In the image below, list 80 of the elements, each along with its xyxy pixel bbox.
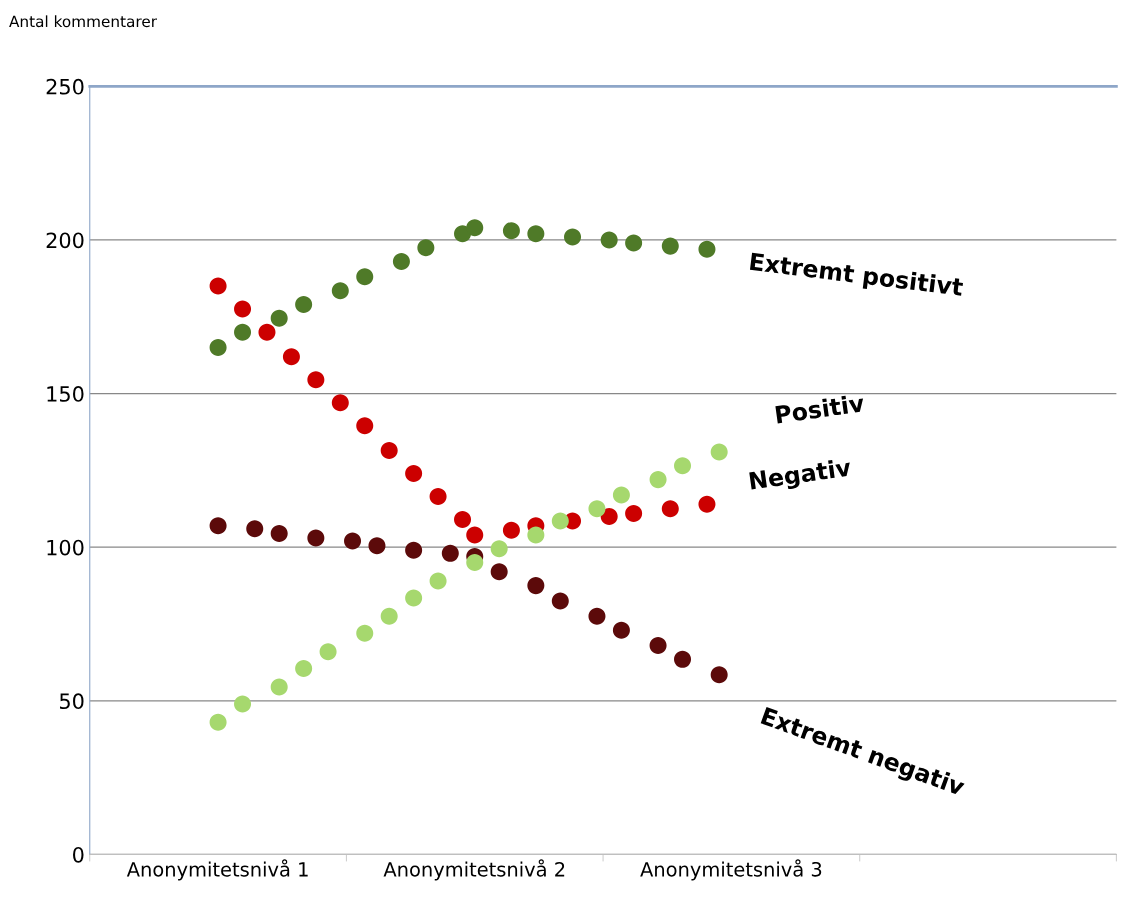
- point: [429, 572, 447, 590]
- point: [356, 268, 374, 286]
- point: [674, 457, 692, 475]
- point: [710, 443, 728, 461]
- point: [295, 660, 313, 678]
- point: [331, 394, 349, 412]
- point: [405, 464, 423, 482]
- point: [209, 517, 227, 535]
- point: [356, 624, 374, 642]
- point: [466, 219, 484, 237]
- point: [625, 504, 643, 522]
- point: [234, 300, 252, 318]
- point: [356, 417, 374, 435]
- point: [600, 507, 618, 525]
- point: [380, 607, 398, 625]
- x-tick-label: Anonymitetsnivå 3: [640, 859, 822, 881]
- point: [441, 544, 459, 562]
- point: [588, 500, 606, 518]
- point: [282, 348, 300, 366]
- y-tick-label: 100: [47, 539, 84, 556]
- point: [295, 295, 313, 313]
- point: [209, 713, 227, 731]
- point: [490, 563, 508, 581]
- point: [698, 240, 716, 258]
- point: [490, 540, 508, 558]
- point: [649, 637, 667, 655]
- point: [612, 486, 630, 504]
- point: [551, 592, 569, 610]
- point: [661, 237, 679, 255]
- point: [674, 650, 692, 668]
- point: [234, 323, 252, 341]
- point: [417, 239, 435, 257]
- text: Extremt positivt: [749, 252, 964, 301]
- text: Negativ: [749, 457, 853, 495]
- point: [466, 554, 484, 572]
- point: [319, 643, 337, 661]
- point: [368, 537, 386, 555]
- point: [405, 541, 423, 559]
- point: [698, 495, 716, 513]
- point: [392, 252, 410, 270]
- point: [600, 231, 618, 249]
- point: [307, 529, 325, 547]
- point: [429, 488, 447, 506]
- point: [454, 511, 472, 529]
- y-tick-label: 0: [73, 846, 84, 863]
- point: [625, 234, 643, 252]
- point: [710, 666, 728, 684]
- y-tick-label: 200: [46, 232, 84, 249]
- point: [270, 678, 288, 696]
- point: [344, 532, 362, 550]
- point: [612, 621, 630, 639]
- point: [649, 471, 667, 489]
- point: [564, 228, 582, 246]
- point: [380, 441, 398, 459]
- point: [258, 323, 276, 341]
- y-tick-label: 50: [60, 693, 84, 710]
- point: [405, 589, 423, 607]
- y-axis-title: Antal kommentarer: [9, 15, 158, 28]
- point: [466, 526, 484, 544]
- point: [588, 607, 606, 625]
- point: [209, 339, 227, 357]
- point: [209, 277, 227, 295]
- point: [527, 577, 545, 595]
- x-tick-label: Anonymitetsnivå 1: [126, 859, 308, 881]
- point: [661, 500, 679, 518]
- point: [270, 309, 288, 327]
- point: [307, 371, 325, 389]
- point: [234, 695, 252, 713]
- y-tick-label: 250: [46, 78, 84, 95]
- x-tick-label: Anonymitetsnivå 2: [383, 859, 565, 881]
- point: [246, 520, 264, 538]
- y-tick-label: 150: [47, 386, 84, 402]
- point: [502, 521, 520, 539]
- point: [502, 222, 520, 240]
- point: [527, 526, 545, 544]
- point: [527, 225, 545, 243]
- point: [331, 282, 349, 300]
- point: [551, 512, 569, 530]
- text: Positiv: [775, 393, 865, 424]
- point: [270, 524, 288, 542]
